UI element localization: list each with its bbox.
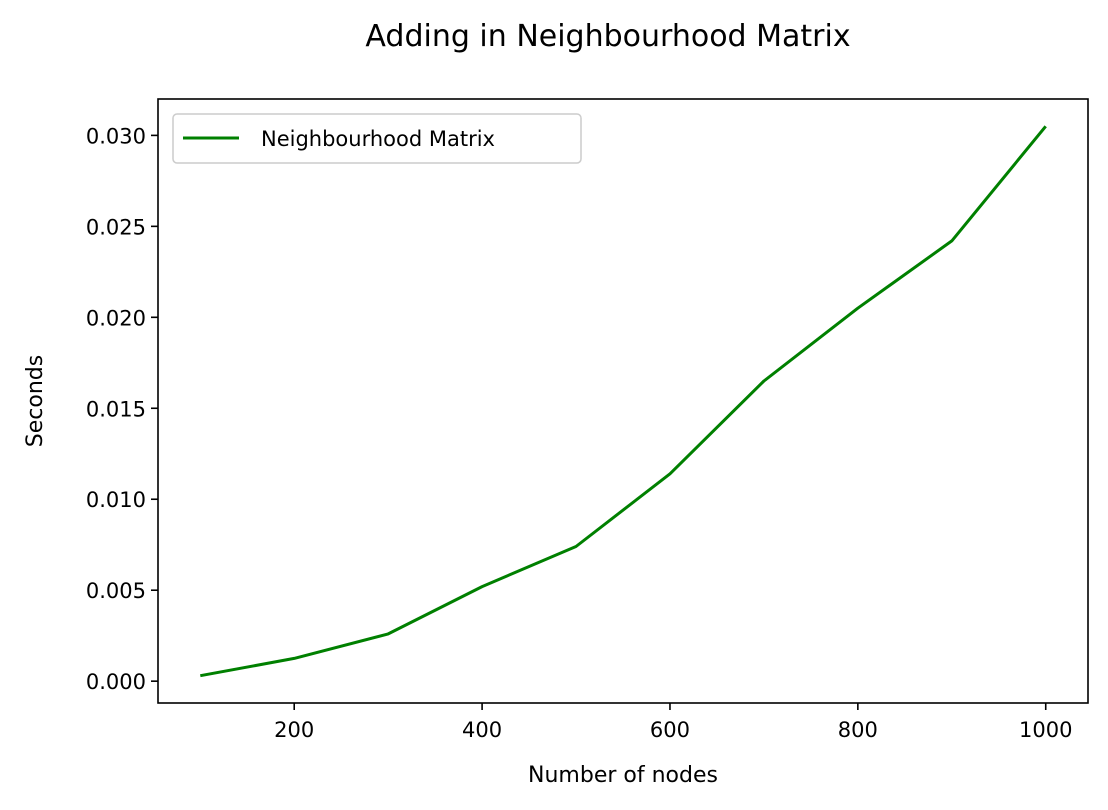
y-tick-label: 0.030 (86, 124, 146, 148)
y-axis-ticks: 0.000 0.005 0.010 0.015 0.020 0.025 0.030 (86, 124, 158, 694)
plot-frame (157, 98, 1089, 704)
legend-frame (172, 113, 582, 164)
x-tick-label: 1000 (1019, 718, 1072, 742)
legend: Neighbourhood Matrix (172, 113, 582, 164)
y-tick-label: 0.000 (86, 670, 146, 694)
x-tick-label: 200 (274, 718, 314, 742)
plot-area: 200 400 600 800 1000 0.0000.0050.0100.0150.0… (86, 98, 1089, 742)
y-tick-label: 0.005 (86, 579, 146, 603)
chart-title: Adding in Neighbourhood Matrix (365, 19, 850, 54)
series-layer (200, 125, 1047, 678)
legend-label: Neighbourhood Matrix (261, 127, 495, 151)
x-tick-label: 800 (838, 718, 878, 742)
x-tick-label: 600 (650, 718, 690, 742)
y-tick-label: 0.025 (86, 215, 146, 239)
y-tick-label: 0.020 (86, 306, 146, 330)
y-tick-label: 0.010 (86, 488, 146, 512)
x-axis-ticks: 200 400 600 800 1000 (274, 703, 1072, 742)
y-axis-label: Seconds (23, 355, 48, 447)
series-line (200, 125, 1047, 678)
y-tick-label: 0.015 (86, 397, 146, 421)
x-tick-label: 400 (462, 718, 502, 742)
x-axis-label: Number of nodes (528, 763, 718, 788)
